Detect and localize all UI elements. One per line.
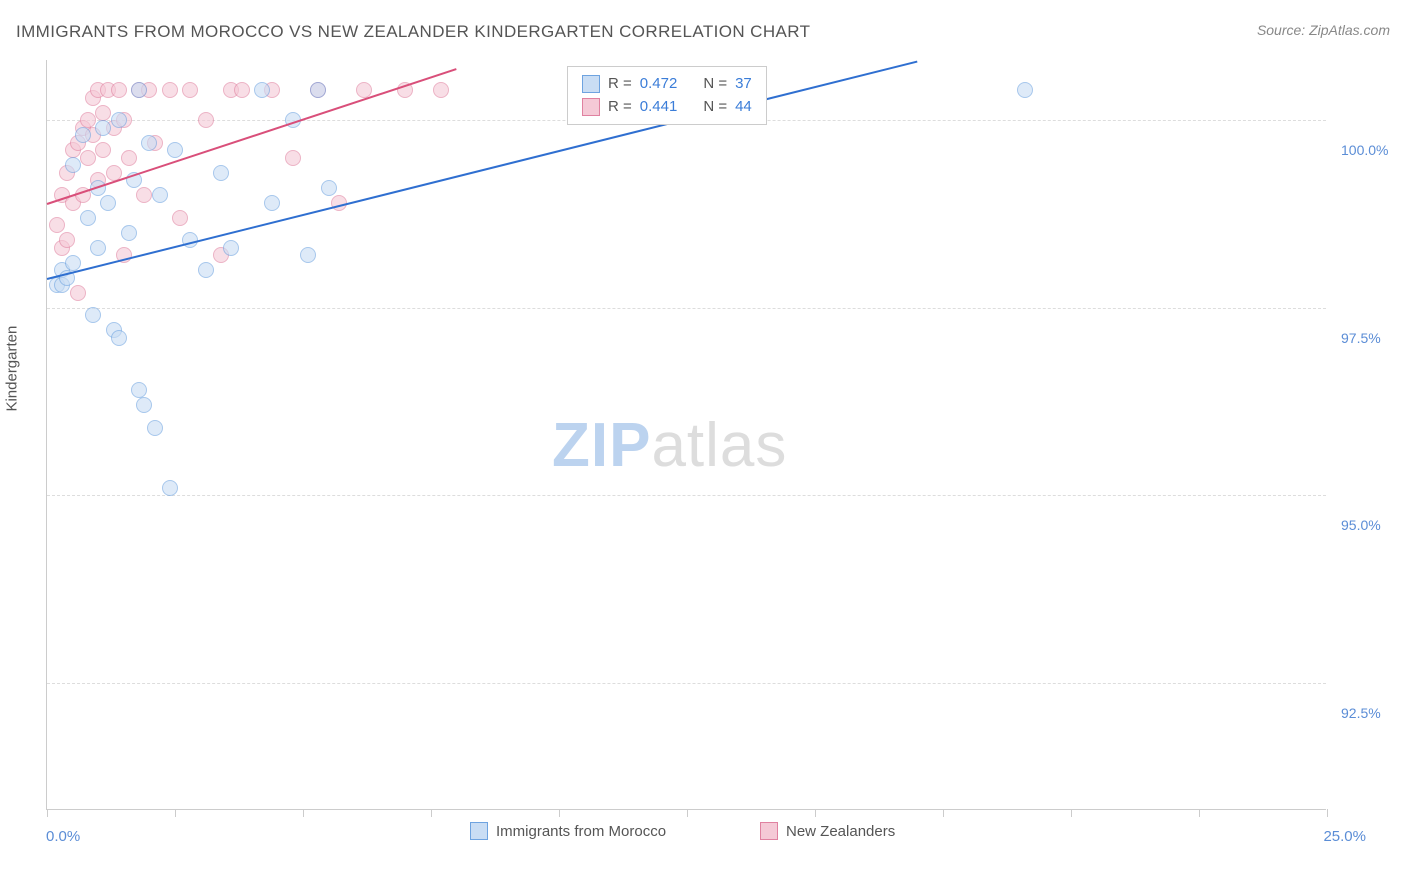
legend-swatch-icon [760,822,778,840]
data-point [136,187,152,203]
data-point [80,210,96,226]
data-point [59,232,75,248]
x-tick [175,809,176,817]
x-tick [687,809,688,817]
data-point [65,255,81,271]
series-swatch-icon [582,75,600,93]
data-point [1017,82,1033,98]
y-tick-label: 100.0% [1341,142,1388,158]
y-tick-label: 95.0% [1341,517,1381,533]
legend-label: Immigrants from Morocco [496,823,666,840]
data-point [95,142,111,158]
data-point [65,157,81,173]
bottom-legend-item: New Zealanders [760,822,895,840]
data-point [213,165,229,181]
data-point [223,240,239,256]
data-point [141,135,157,151]
data-point [75,127,91,143]
scatter-plot-area: ZIPatlas 92.5%95.0%97.5%100.0% R = 0.472… [46,60,1326,810]
r-label: R = [608,96,632,119]
data-point [321,180,337,196]
data-point [80,150,96,166]
data-point [198,112,214,128]
source-prefix: Source: [1257,22,1309,38]
data-point [100,195,116,211]
data-point [182,82,198,98]
data-point [95,105,111,121]
watermark: ZIPatlas [552,410,787,481]
y-tick-label: 97.5% [1341,330,1381,346]
r-value[interactable]: 0.441 [640,96,678,119]
x-tick [431,809,432,817]
stat-row: R = 0.441 N = 44 [582,96,752,119]
x-tick [1199,809,1200,817]
n-value[interactable]: 44 [735,96,752,119]
watermark-zip: ZIP [552,411,651,480]
data-point [264,195,280,211]
data-point [162,480,178,496]
x-tick [1327,809,1328,817]
data-point [234,82,250,98]
x-tick [47,809,48,817]
data-point [121,225,137,241]
legend-label: New Zealanders [786,823,895,840]
n-value[interactable]: 37 [735,73,752,96]
stat-row: R = 0.472 N = 37 [582,73,752,96]
data-point [90,240,106,256]
data-point [49,217,65,233]
r-value[interactable]: 0.472 [640,73,678,96]
series-swatch-icon [582,98,600,116]
data-point [121,150,137,166]
watermark-atlas: atlas [651,411,787,480]
gridline [47,308,1326,309]
data-point [152,187,168,203]
x-axis-max-label: 25.0% [1323,828,1366,845]
n-label: N = [703,96,727,119]
statistics-legend: R = 0.472 N = 37 R = 0.441 N = 44 [567,66,767,125]
data-point [285,150,301,166]
data-point [172,210,188,226]
x-tick [1071,809,1072,817]
chart-title: IMMIGRANTS FROM MOROCCO VS NEW ZEALANDER… [16,22,810,42]
y-tick-label: 92.5% [1341,705,1381,721]
data-point [131,382,147,398]
gridline [47,495,1326,496]
n-label: N = [703,73,727,96]
y-axis-label: Kindergarten [4,326,21,412]
data-point [300,247,316,263]
data-point [80,112,96,128]
x-tick [303,809,304,817]
data-point [131,82,147,98]
r-label: R = [608,73,632,96]
x-tick [559,809,560,817]
data-point [85,307,101,323]
source-name: ZipAtlas.com [1309,22,1390,38]
data-point [198,262,214,278]
data-point [111,82,127,98]
trend-line [47,60,918,279]
bottom-legend-item: Immigrants from Morocco [470,822,666,840]
x-axis-min-label: 0.0% [46,828,80,845]
data-point [70,285,86,301]
data-point [167,142,183,158]
source-attribution: Source: ZipAtlas.com [1257,22,1390,38]
gridline [47,683,1326,684]
x-tick [815,809,816,817]
data-point [254,82,270,98]
data-point [433,82,449,98]
data-point [162,82,178,98]
data-point [111,330,127,346]
legend-swatch-icon [470,822,488,840]
data-point [310,82,326,98]
data-point [111,112,127,128]
x-tick [943,809,944,817]
data-point [136,397,152,413]
data-point [95,120,111,136]
data-point [147,420,163,436]
